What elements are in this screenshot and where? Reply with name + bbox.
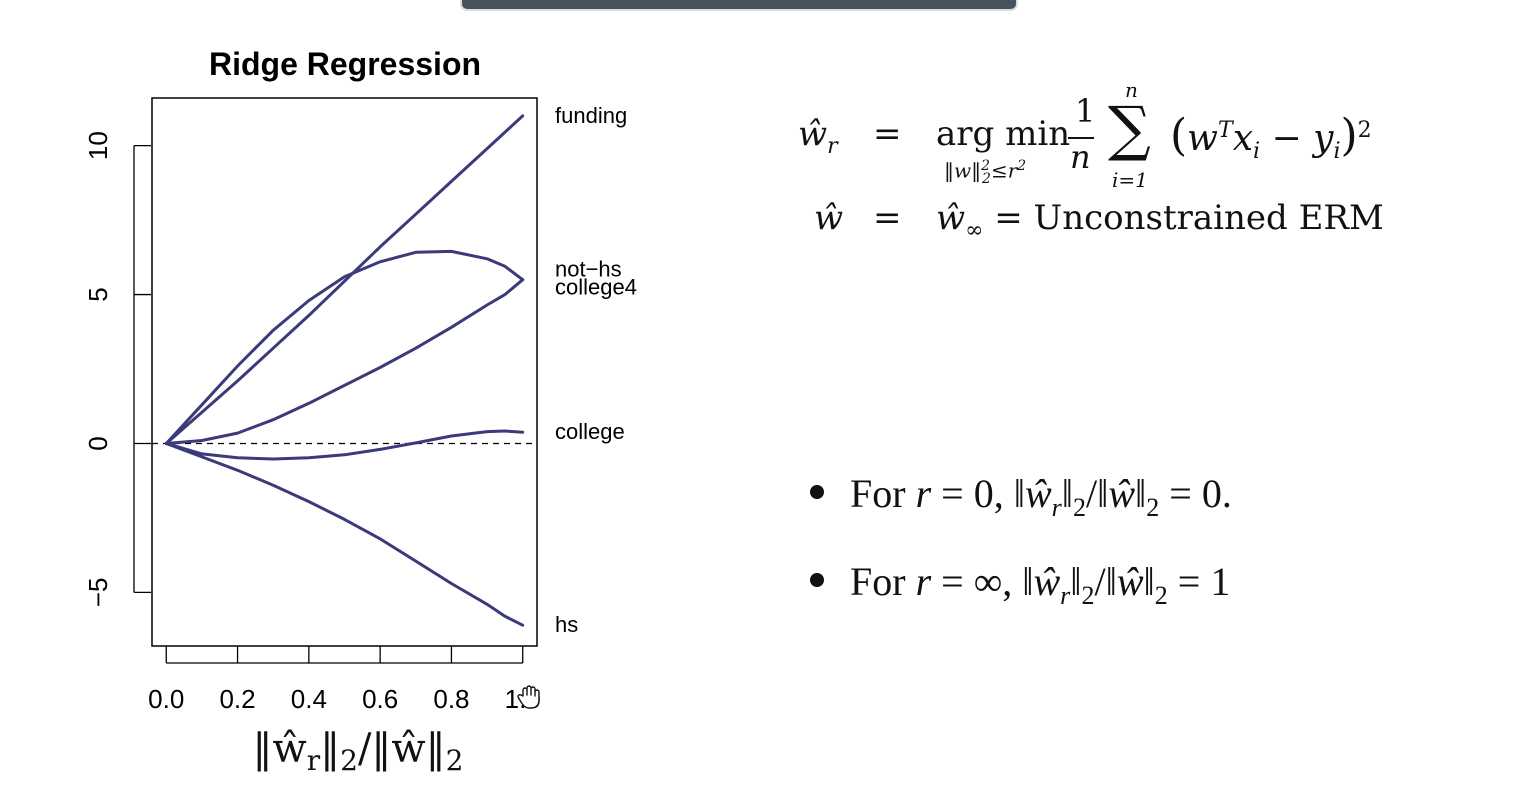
x-tick-label: 0.4	[291, 684, 327, 714]
chart-title: Ridge Regression	[209, 46, 481, 82]
bullet-text-1: For r = 0, ‖ŵr‖2/‖ŵ‖2 = 0.	[850, 471, 1232, 522]
eq1-sum-top: n	[1125, 78, 1138, 102]
series-line-hs	[164, 442, 525, 627]
eq1-argmin: arg min	[936, 114, 1071, 154]
line-end-label-not-hs: not−hs	[555, 257, 622, 282]
line-end-label-hs: hs	[555, 612, 578, 637]
eq2-lhs: ŵ	[814, 198, 844, 238]
eq2-rhs: ŵ∞ = Unconstrained ERM	[936, 198, 1384, 243]
series-line-college	[164, 429, 525, 461]
bullet-dot-icon	[810, 485, 824, 499]
series-line-not-hs	[164, 249, 525, 445]
plot-frame	[151, 97, 538, 647]
eq1-lhs: ŵr	[798, 114, 838, 159]
window-top-bar	[460, 0, 1018, 11]
eq1-sum-bottom: i=1	[1112, 168, 1148, 192]
bullet-text-2: For r = ∞, ‖ŵr‖2/‖ŵ‖2 = 1	[850, 559, 1231, 610]
eq1-frac-bar	[1068, 137, 1094, 139]
line-end-label-funding: funding	[555, 103, 627, 128]
equation-line-1: ŵr = arg min ‖w‖22≤r2 1 n n ∑ i=1 (wTxi …	[798, 78, 1398, 202]
x-tick-label: 0.0	[148, 684, 184, 714]
series-line-college4	[164, 278, 525, 445]
line-end-label-college4: college4	[555, 275, 637, 300]
y-tick-label: 5	[83, 287, 113, 301]
eq1-frac-den: n	[1070, 138, 1091, 176]
eq1-constraint: ‖w‖22≤r2	[944, 158, 1027, 187]
series-line-funding	[164, 114, 525, 445]
eq1-equals: =	[873, 114, 902, 154]
eq1-body: (wTxi − yi)2	[1170, 110, 1372, 165]
line-end-label-college: college	[555, 419, 625, 444]
eq1-frac-num: 1	[1075, 92, 1096, 130]
equation-line-2: ŵ = ŵ∞ = Unconstrained ERM	[814, 198, 1414, 248]
x-tick-label: 0.8	[433, 684, 469, 714]
eq1-sum-symbol: ∑	[1108, 94, 1151, 164]
x-axis-label: ‖ŵr‖2/‖ŵ‖2	[252, 726, 463, 777]
y-tick-label: 0	[83, 436, 113, 450]
y-tick-label: −5	[83, 578, 113, 608]
bullet-dot-icon	[810, 573, 824, 587]
y-tick-label: 10	[83, 131, 113, 160]
eq2-equals: =	[873, 198, 902, 238]
grab-hand-icon	[517, 685, 540, 709]
x-tick-label: 0.6	[362, 684, 398, 714]
x-tick-label: 0.2	[219, 684, 255, 714]
